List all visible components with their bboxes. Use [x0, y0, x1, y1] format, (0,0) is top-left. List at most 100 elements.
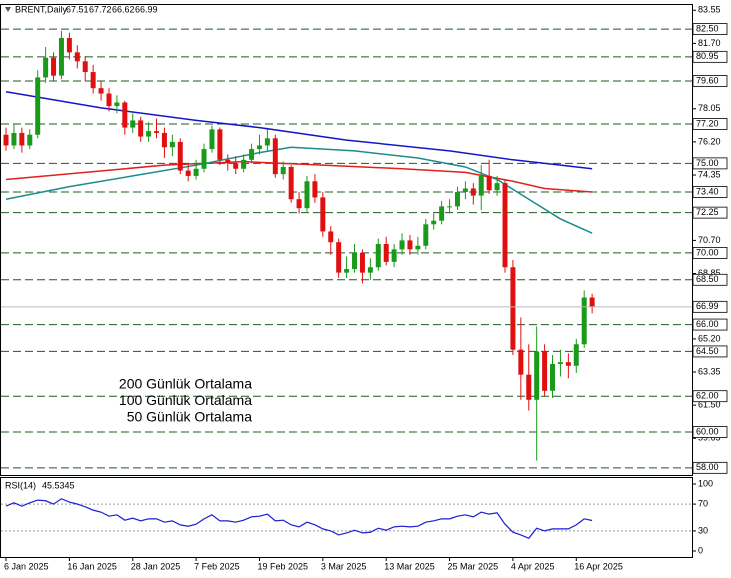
candle-body [486, 175, 492, 191]
candle-body [423, 224, 429, 246]
candle-body [256, 145, 262, 150]
x-tick-label: 4 Apr 2025 [511, 561, 555, 571]
level-label: 80.95 [696, 51, 719, 61]
y-tick-label: 61.50 [698, 400, 721, 410]
level-label-box [692, 461, 728, 474]
y-tick-label: 76.20 [698, 136, 721, 146]
level-label-box [692, 426, 728, 438]
moving-average [5, 91, 593, 170]
legend-entry: 50 Günlük Ortalama [127, 409, 252, 425]
moving-average [5, 146, 593, 234]
candle-body [27, 134, 33, 146]
candle-body [280, 166, 286, 175]
candle-body [375, 243, 381, 268]
level-label-box [692, 247, 728, 259]
candle-body [565, 362, 571, 366]
candle-body [320, 197, 326, 232]
candle-body [19, 132, 25, 146]
candle-body [344, 269, 350, 273]
candle-body [399, 240, 405, 250]
candle-body [431, 220, 437, 225]
x-tick-label: 19 Feb 2025 [257, 561, 308, 571]
moving-average [5, 160, 593, 193]
y-tick-label: 63.35 [698, 366, 721, 376]
candle-body [241, 159, 247, 169]
candle-body [185, 170, 191, 176]
candle-body [383, 243, 389, 262]
candle-body [542, 351, 548, 391]
candle-body [169, 141, 175, 148]
candle-body [336, 242, 342, 273]
candle-body [106, 93, 112, 107]
candle-body [557, 362, 563, 364]
y-tick-label: 65.20 [698, 333, 721, 343]
candle-body [3, 134, 9, 146]
candle-body [296, 199, 302, 209]
candle-body [43, 57, 49, 78]
header-low: 66.62 [112, 4, 135, 14]
candle-body [11, 132, 17, 146]
x-tick-label: 6 Jan 2025 [4, 561, 49, 571]
candle-body [502, 183, 508, 268]
level-label-box [692, 50, 728, 63]
level-label-box [692, 75, 728, 87]
candle-body [589, 297, 595, 307]
candle-body [415, 245, 421, 250]
x-tick-label: 25 Mar 2025 [448, 561, 499, 571]
level-label: 66.00 [696, 319, 719, 329]
candle-body [367, 267, 373, 273]
last-price-box [692, 300, 728, 313]
candle-body [154, 131, 160, 133]
legend-entry: 100 Günlük Ortalama [119, 392, 252, 408]
candle-body [249, 149, 255, 160]
candle-body [233, 163, 239, 169]
level-label-box [692, 157, 728, 170]
header-icon [5, 7, 11, 12]
candle-body [146, 131, 152, 137]
level-label-box [692, 318, 728, 331]
candle-body [58, 38, 64, 76]
x-tick-label: 16 Jan 2025 [67, 561, 117, 571]
y-tick-label: 74.35 [698, 169, 721, 179]
candle-body [161, 132, 167, 148]
x-tick-label: 7 Feb 2025 [194, 561, 240, 571]
candle-body [225, 159, 231, 164]
candle-body [510, 267, 516, 350]
candle-body [209, 129, 215, 150]
level-label: 64.50 [696, 346, 719, 356]
last-price-label: 66.99 [696, 301, 719, 311]
candle-body [193, 168, 199, 176]
candle-body [391, 249, 397, 262]
level-label: 72.25 [696, 207, 719, 217]
level-label-box [692, 390, 728, 403]
candle-body [478, 175, 484, 196]
candle-body [494, 183, 500, 191]
candle-body [573, 344, 579, 366]
candle-body [177, 141, 183, 171]
candle-body [518, 349, 524, 375]
level-label-box [692, 23, 728, 35]
x-tick-label: 3 Mar 2025 [321, 561, 367, 571]
candle-body [90, 72, 96, 89]
rsi-title: RSI(14) [5, 480, 36, 490]
y-tick-label: 30 [698, 525, 708, 535]
level-label-box [692, 273, 728, 286]
candle-body [439, 206, 445, 221]
x-tick-label: 16 Apr 2025 [574, 561, 623, 571]
header-high: 67.72 [89, 4, 112, 14]
candle-body [534, 351, 540, 400]
candle-body [82, 61, 88, 73]
level-label: 60.00 [696, 426, 719, 436]
level-label-box [692, 186, 728, 198]
y-tick-label: 100 [698, 478, 713, 488]
candle-body [312, 181, 318, 198]
candle-body [447, 206, 453, 208]
header-close: 66.99 [135, 4, 158, 14]
candle-body [74, 52, 80, 62]
candle-body [288, 166, 294, 200]
rsi-frame [0, 477, 693, 558]
candle-body [264, 138, 270, 146]
candle-body [66, 38, 72, 53]
y-tick-label: 70 [698, 498, 708, 508]
x-tick-label: 13 Mar 2025 [384, 561, 435, 571]
